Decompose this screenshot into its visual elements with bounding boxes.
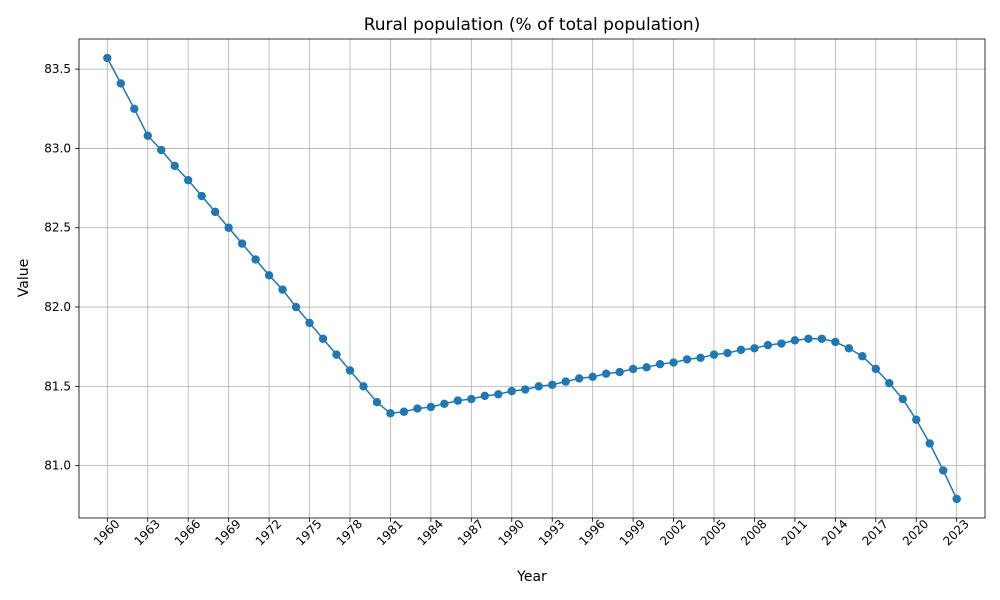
y-tick-label: 82.5 <box>44 221 71 235</box>
data-point <box>898 394 907 404</box>
chart-title: Rural population (% of total population) <box>364 15 701 35</box>
data-point <box>858 352 867 361</box>
data-point <box>548 380 557 389</box>
data-point <box>426 402 436 412</box>
plot-frame <box>78 38 986 519</box>
series-group <box>103 53 961 504</box>
data-point <box>655 359 665 369</box>
data-point <box>480 391 490 401</box>
data-point <box>184 175 193 185</box>
data-point <box>467 394 476 404</box>
data-point <box>413 404 422 413</box>
data-point <box>885 378 894 388</box>
grid-lines <box>79 39 985 518</box>
data-point <box>103 53 112 63</box>
data-point <box>318 334 328 343</box>
y-tick-label: 81.0 <box>44 459 71 473</box>
data-point <box>952 494 961 504</box>
data-point <box>750 344 759 353</box>
y-tick-label: 83.5 <box>44 62 71 76</box>
data-point <box>682 355 692 364</box>
data-point <box>237 239 247 248</box>
data-point <box>440 399 449 409</box>
data-point <box>561 377 570 386</box>
data-point <box>804 334 813 343</box>
data-point <box>494 390 503 399</box>
data-point <box>224 223 233 232</box>
data-point <box>696 353 705 363</box>
data-point <box>844 344 854 353</box>
data-point <box>345 366 355 375</box>
data-point <box>723 348 732 358</box>
data-point <box>278 285 287 294</box>
data-point <box>130 104 139 113</box>
data-point <box>507 386 516 396</box>
data-point <box>453 396 463 405</box>
data-point <box>386 409 395 418</box>
data-point <box>534 382 543 391</box>
data-point <box>574 374 584 383</box>
y-axis-ticks: 81.0 81.5 82.0 82.5 83.0 83.5 <box>44 62 79 473</box>
data-point <box>628 364 638 374</box>
data-point <box>291 302 301 312</box>
data-point <box>669 358 678 367</box>
data-point <box>521 385 530 394</box>
y-tick-label: 83.0 <box>44 141 71 155</box>
data-point <box>817 334 827 343</box>
data-point <box>912 415 921 424</box>
data-point <box>588 372 597 382</box>
data-point <box>831 337 840 347</box>
data-point <box>116 79 125 88</box>
data-point <box>777 339 786 348</box>
data-point <box>615 367 624 377</box>
y-tick-label: 82.0 <box>44 300 71 314</box>
data-point <box>399 407 409 416</box>
data-point <box>170 161 179 171</box>
data-point <box>709 350 719 359</box>
data-point <box>790 336 800 345</box>
data-point <box>925 439 934 448</box>
data-point <box>264 271 274 280</box>
data-point <box>210 207 220 217</box>
data-point <box>763 340 773 350</box>
data-point <box>601 369 611 378</box>
data-point <box>736 345 746 355</box>
data-point <box>871 364 880 374</box>
x-axis-label: Year <box>516 569 547 585</box>
y-axis-label: Value <box>16 259 32 297</box>
data-point <box>157 145 166 155</box>
data-point <box>372 398 382 407</box>
series-line <box>106 57 958 500</box>
data-point <box>332 350 341 359</box>
data-point <box>939 466 948 475</box>
data-point <box>359 382 368 391</box>
data-point <box>251 255 260 264</box>
y-tick-label: 81.5 <box>44 379 71 393</box>
data-point <box>143 131 152 140</box>
data-point <box>197 191 206 201</box>
data-point <box>305 318 314 328</box>
data-point <box>642 363 651 372</box>
